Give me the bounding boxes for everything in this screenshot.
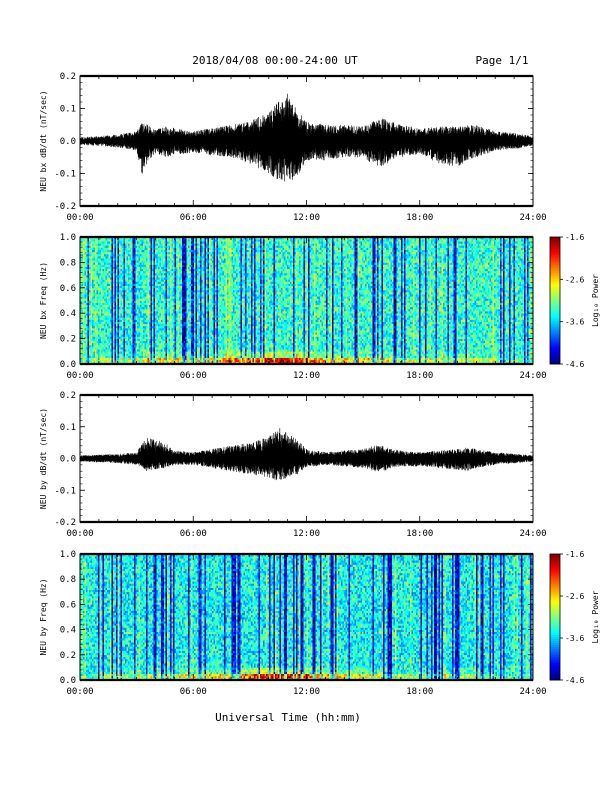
- x-tick-label: 00:00: [66, 213, 93, 223]
- y-tick-label: 0.0: [60, 137, 76, 147]
- panels: 00:00 06:00 12:00 18:00 24:00 0.2 0.1 0.0 -0.1 -0…: [39, 72, 600, 697]
- y-tick-label: -0.1: [54, 170, 76, 180]
- x-axis-title: Universal Time (hh:mm): [215, 711, 361, 724]
- page-number: Page 1/1: [476, 54, 529, 67]
- y-tick-label: -0.2: [54, 202, 76, 212]
- x-tick-label: 06:00: [180, 213, 207, 223]
- y-axis-title: NEU bx dB/dt (nT/sec): [39, 90, 48, 191]
- panel-1: 00:00 06:00 12:00 18:00 24:00 0.2 0.1 0.0 -0.1 -0…: [39, 72, 547, 223]
- x-tick-label: 24:00: [519, 213, 546, 223]
- trace-line: [80, 94, 533, 182]
- x-tick-label: 12:00: [293, 213, 320, 223]
- page-title: 2018/04/08 00:00-24:00 UT: [192, 54, 358, 67]
- y-tick-label: 0.2: [60, 72, 76, 82]
- x-tick-label: 18:00: [406, 213, 433, 223]
- y-tick-label: 0.1: [60, 105, 76, 115]
- spectrogram-cells: [80, 237, 533, 364]
